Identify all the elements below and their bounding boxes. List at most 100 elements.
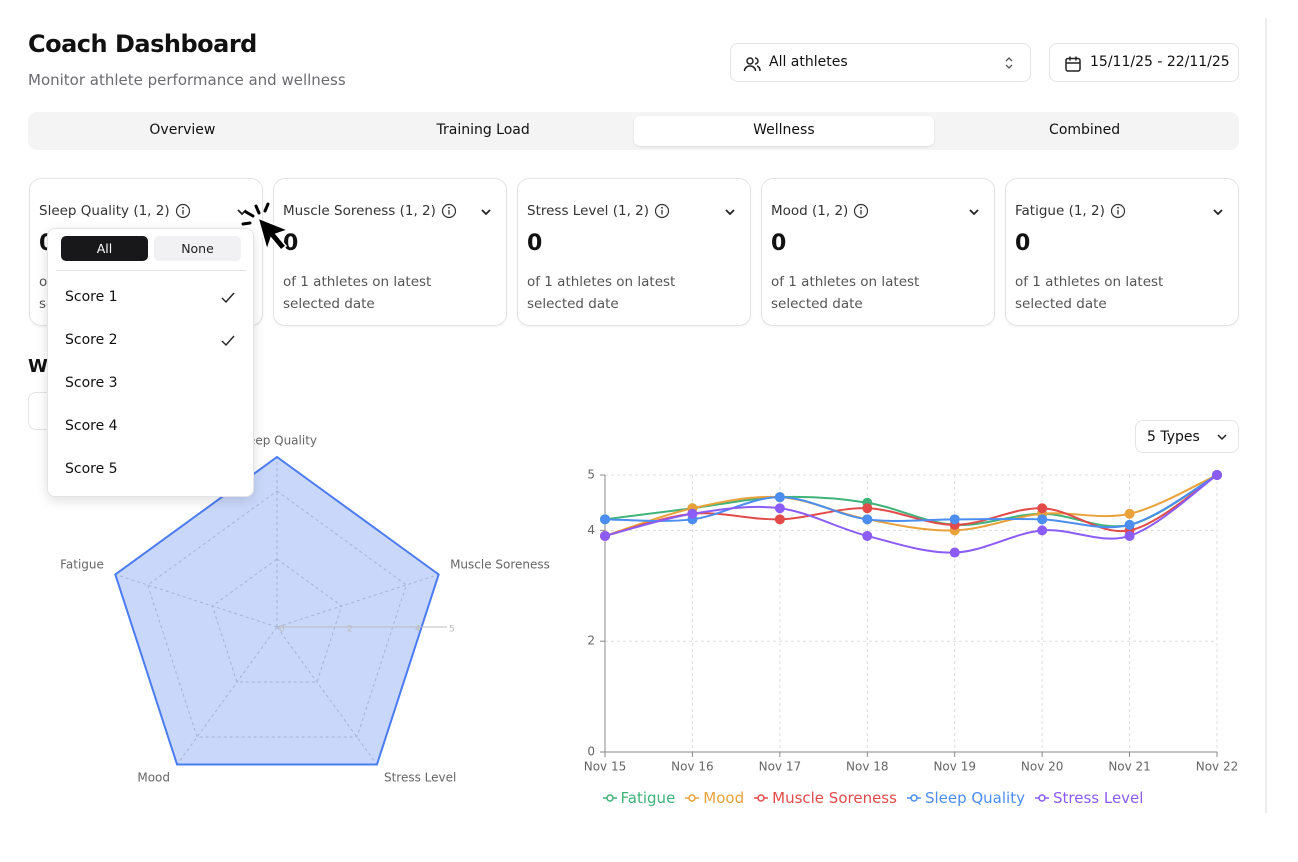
legend-icon xyxy=(685,794,700,802)
x-tick-label: Nov 21 xyxy=(1108,760,1151,774)
card-note: of 1 athletes on latest selected date xyxy=(283,274,432,312)
legend: Fatigue Mood Muscle Soreness Sleep Quality S… xyxy=(560,787,1186,809)
spoke xyxy=(176,626,278,765)
athlete-select-label: All athletes xyxy=(769,54,848,70)
tab[interactable]: Training Load xyxy=(333,116,634,146)
metric-card: Muscle Soreness (1, 2) 0 of 1 athletes on … xyxy=(273,178,507,326)
data-point xyxy=(949,547,960,558)
date-range-button[interactable]: 15/11/25 - 22/11/25 xyxy=(1049,43,1239,82)
tab-label: Combined xyxy=(1049,122,1121,138)
y-tick-label: 5 xyxy=(587,468,595,482)
card-note: of 1 athletes on latest selected date xyxy=(771,274,920,312)
legend-label: Sleep Quality xyxy=(924,789,1025,807)
cursor xyxy=(241,202,291,253)
spoke xyxy=(276,573,439,628)
data-point xyxy=(774,492,785,503)
legend-icon xyxy=(602,794,617,802)
option-label: Score 4 xyxy=(65,418,118,434)
tab[interactable]: Combined xyxy=(934,116,1235,146)
data-point xyxy=(949,514,960,525)
dropdown-option[interactable]: Score 4 xyxy=(48,408,253,446)
card-label-text: Muscle Soreness (1, 2) xyxy=(283,203,436,219)
dropdown-button[interactable]: All xyxy=(61,236,148,261)
legend-label: Muscle Soreness xyxy=(772,789,897,807)
option-label: Score 5 xyxy=(65,461,118,477)
check-icon xyxy=(221,335,235,347)
dropdown-button-label: All xyxy=(96,241,113,256)
tab-label: Wellness xyxy=(753,122,815,138)
card-chevron[interactable] xyxy=(1212,206,1224,218)
option-label: Score 3 xyxy=(65,375,118,391)
scrollbar xyxy=(1265,18,1267,813)
legend-item[interactable]: Muscle Soreness xyxy=(754,787,897,809)
data-point xyxy=(1037,514,1048,525)
y-tick-label: 4 xyxy=(587,523,595,537)
spoke xyxy=(115,573,278,628)
legend-item[interactable]: Stress Level xyxy=(1034,787,1144,809)
tab[interactable]: Wellness xyxy=(633,116,935,146)
x-tick-label: Nov 20 xyxy=(1021,760,1064,774)
data-point xyxy=(1124,508,1135,519)
option-label: Score 1 xyxy=(65,289,118,305)
legend-label: Mood xyxy=(703,789,745,807)
dropdown-option[interactable]: Score 2 xyxy=(48,322,253,360)
radar-chart: 0 2 4 5 Sleep Quality Muscle Soreness Stress L… xyxy=(60,434,550,785)
legend-item[interactable]: Sleep Quality xyxy=(906,787,1025,809)
x-tick-label: Nov 22 xyxy=(1196,760,1239,774)
card-chevron[interactable] xyxy=(724,206,736,218)
card-label-text: Mood (1, 2) xyxy=(771,203,849,219)
card-label: Muscle Soreness (1, 2) xyxy=(283,203,457,219)
data-point xyxy=(687,508,698,519)
y-tick-label: 0 xyxy=(587,745,595,759)
line-chart: 0 2 4 5 Nov 15 Nov 16 Nov 17 Nov 18 Nov 19 Nov 20… xyxy=(584,468,1239,774)
x-tick-label: Nov 15 xyxy=(584,760,627,774)
radius-tick-label: 4 xyxy=(415,625,421,635)
card-label: Mood (1, 2) xyxy=(771,203,869,219)
legend-item[interactable]: Mood xyxy=(685,787,744,809)
radius-tick-label: 2 xyxy=(347,625,353,635)
page-title: Coach Dashboard xyxy=(28,30,257,58)
data-point xyxy=(1037,503,1048,514)
card-label: Stress Level (1, 2) xyxy=(527,203,670,219)
metric-card: Fatigue (1, 2) 0 of 1 athletes on latest s… xyxy=(1005,178,1239,326)
data-point xyxy=(774,514,785,525)
types-button-label: 5 Types xyxy=(1147,429,1200,445)
types-button[interactable]: 5 Types xyxy=(1135,420,1239,453)
radar-axis-label: Muscle Soreness xyxy=(450,557,550,571)
tab-label: Training Load xyxy=(436,122,530,138)
card-note: of 1 athletes on latest selected date xyxy=(527,274,676,312)
section-title: W xyxy=(28,356,48,377)
dropdown-option[interactable]: Score 3 xyxy=(48,365,253,403)
x-tick-label: Nov 16 xyxy=(671,760,714,774)
card-label-text: Sleep Quality (1, 2) xyxy=(39,203,170,219)
chevron-icon xyxy=(1217,434,1227,441)
data-point xyxy=(862,514,873,525)
chevrons-icon xyxy=(1005,57,1013,69)
radius-tick-label: 0 xyxy=(279,625,285,635)
score-dropdown: All None Score 1 Score 2 Score 3 Score 4 Score… xyxy=(47,228,254,497)
legend-icon xyxy=(1034,794,1049,802)
grid-ring xyxy=(147,490,407,738)
athlete-select[interactable]: All athletes xyxy=(730,43,1031,82)
legend-label: Stress Level xyxy=(1052,789,1144,807)
card-label-text: Fatigue (1, 2) xyxy=(1015,203,1105,219)
card-chevron[interactable] xyxy=(480,206,492,218)
card-chevron[interactable] xyxy=(968,206,980,218)
date-range-label: 15/11/25 - 22/11/25 xyxy=(1090,54,1230,70)
metric-card: Mood (1, 2) 0 of 1 athletes on latest sele… xyxy=(761,178,995,326)
legend-icon xyxy=(906,794,921,802)
legend-item[interactable]: Fatigue xyxy=(602,787,675,809)
dropdown-button[interactable]: None xyxy=(154,236,241,261)
grid-ring xyxy=(211,558,343,683)
tab-label: Overview xyxy=(149,122,216,138)
data-point xyxy=(862,530,873,541)
x-tick-label: Nov 18 xyxy=(846,760,889,774)
tab-bar: Overview Training Load Wellness Combined xyxy=(28,112,1239,150)
radar-axis-label: Sleep Quality xyxy=(237,434,317,448)
dropdown-option[interactable]: Score 5 xyxy=(48,451,253,489)
divider xyxy=(56,270,246,271)
dropdown-option[interactable]: Score 1 xyxy=(48,279,253,317)
tab[interactable]: Overview xyxy=(32,116,333,146)
x-tick-label: Nov 17 xyxy=(759,760,802,774)
